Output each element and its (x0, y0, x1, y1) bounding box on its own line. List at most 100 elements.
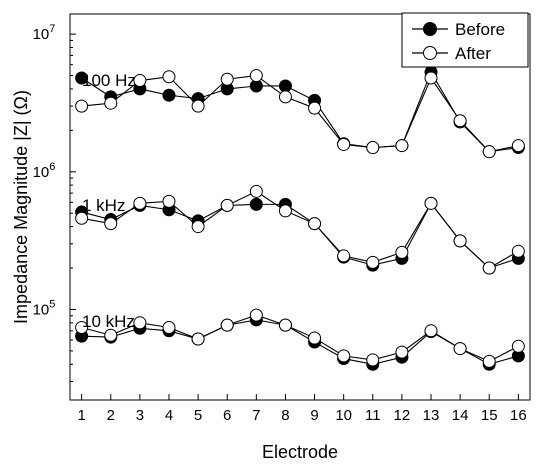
after-point (278, 204, 292, 218)
series-points (75, 65, 525, 371)
y-tick-exponent: 5 (49, 298, 55, 310)
after-point (453, 234, 467, 248)
after-point (220, 198, 234, 212)
x-tick-label: 3 (136, 407, 144, 424)
before-point (278, 79, 292, 93)
after-point (249, 308, 263, 322)
x-tick-label: 8 (281, 407, 289, 424)
y-tick-label: 105 (33, 298, 56, 318)
legend: Before After (401, 12, 529, 68)
before-point (249, 197, 263, 211)
after-point (278, 90, 292, 104)
after-point (220, 318, 234, 332)
x-tick-label: 13 (423, 407, 440, 424)
after-point (453, 114, 467, 128)
before-point (75, 71, 89, 85)
legend-after-marker (423, 46, 437, 60)
x-tick-label: 10 (335, 407, 352, 424)
after-point (191, 220, 205, 234)
after-point (395, 245, 409, 259)
series-line (81, 74, 519, 153)
before-point (162, 88, 176, 102)
after-point (191, 99, 205, 113)
after-point (220, 72, 234, 86)
series-line (81, 319, 519, 365)
after-point (366, 353, 380, 367)
after-point (366, 141, 380, 155)
after-point (191, 332, 205, 346)
y-tick-base: 10 (33, 26, 50, 43)
after-point (482, 145, 496, 159)
after-point (104, 328, 118, 342)
x-axis-title: Electrode (262, 442, 338, 462)
x-tick-label: 2 (107, 407, 115, 424)
after-point (337, 349, 351, 363)
x-tick-label: 5 (194, 407, 202, 424)
y-tick-base: 10 (33, 301, 50, 318)
after-point (133, 74, 147, 88)
after-point (162, 194, 176, 208)
y-tick-label: 106 (33, 161, 56, 181)
after-point (133, 316, 147, 330)
x-tick-label: 11 (365, 407, 381, 424)
after-point (104, 217, 118, 231)
frequency-label: 100 Hz (82, 71, 136, 90)
x-tick-label: 1 (77, 407, 85, 424)
after-point (308, 217, 322, 231)
legend-box (401, 12, 529, 68)
x-tick-label: 9 (310, 407, 318, 424)
after-point (366, 255, 380, 269)
legend-before-marker (423, 22, 437, 36)
after-point (424, 71, 438, 85)
plot-frame (69, 13, 531, 401)
after-point (162, 320, 176, 334)
after-point (482, 354, 496, 368)
after-point (395, 139, 409, 153)
y-tick-exponent: 7 (49, 23, 55, 35)
after-point (249, 184, 263, 198)
series-line (81, 190, 519, 269)
after-point (337, 137, 351, 151)
x-tick-label: 14 (452, 407, 469, 424)
after-point (249, 69, 263, 83)
x-tick-label: 4 (165, 407, 173, 424)
x-axis: 1 2 3 4 5 6 7 8 9 10 11 12 13 14 15 16 (77, 394, 527, 424)
x-tick-label: 6 (223, 407, 231, 424)
series-line (81, 314, 519, 362)
after-point (511, 244, 525, 258)
after-point (104, 96, 118, 110)
x-tick-label: 7 (252, 407, 260, 424)
after-point (424, 196, 438, 210)
after-point (75, 211, 89, 225)
x-tick-label: 15 (481, 407, 498, 424)
after-point (308, 101, 322, 115)
frequency-label: 10 kHz (82, 312, 135, 331)
frequency-label: 1 kHz (82, 196, 125, 215)
after-point (453, 342, 467, 356)
after-point (337, 249, 351, 263)
y-tick-base: 10 (33, 164, 50, 181)
after-point (162, 70, 176, 84)
series-lines (81, 70, 519, 365)
y-tick-label: 107 (33, 23, 56, 43)
after-point (278, 318, 292, 332)
series-line (81, 70, 519, 153)
legend-after-label: After (455, 44, 491, 63)
after-point (75, 99, 89, 113)
y-axis-title: Impedance Magnitude |Z| (Ω) (11, 90, 31, 324)
frequency-labels: 100 Hz 1 kHz 10 kHz (82, 71, 136, 331)
x-tick-label: 12 (394, 407, 411, 424)
x-tick-label: 16 (510, 407, 527, 424)
legend-before-label: Before (455, 20, 505, 39)
after-point (511, 139, 525, 153)
after-point (308, 331, 322, 345)
after-point (133, 196, 147, 210)
after-point (75, 320, 89, 334)
after-point (395, 345, 409, 359)
y-tick-exponent: 6 (49, 161, 55, 173)
after-point (482, 261, 496, 275)
after-point (424, 324, 438, 338)
after-point (511, 339, 525, 353)
